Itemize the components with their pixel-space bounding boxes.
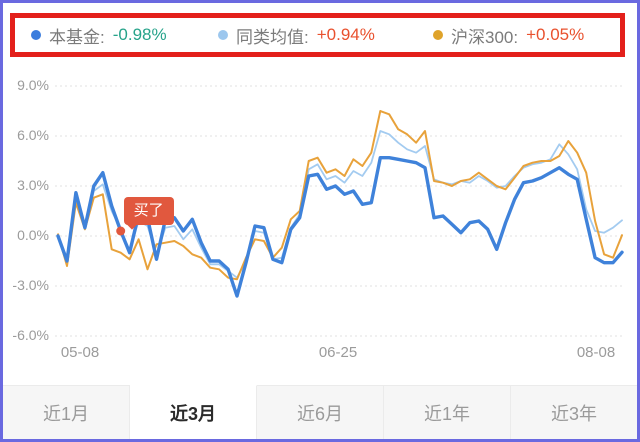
peer-dot-icon [218, 30, 228, 40]
buy-marker-tooltip: 买了 [123, 197, 174, 225]
x-tick-label: 08-08 [576, 344, 616, 361]
legend-label: 同类均值: [236, 27, 309, 47]
legend-item-peer-average[interactable]: 同类均值: +0.94% [218, 18, 375, 52]
y-tick-label: -3.0% [12, 277, 49, 293]
period-tabbar: 近1月 近3月 近6月 近1年 近3年 [3, 385, 637, 439]
fund-line [56, 155, 624, 298]
legend-item-csi300[interactable]: 沪深300: +0.05% [433, 18, 584, 52]
x-tick-label: 05-08 [60, 344, 100, 361]
legend-value: +0.05% [526, 25, 585, 44]
legend-label: 沪深300: [451, 27, 519, 47]
tab-1month[interactable]: 近1月 [3, 385, 130, 439]
csi300-dot-icon [433, 30, 443, 40]
y-tick-label: 0.0% [17, 227, 49, 243]
fund-dot-icon [31, 30, 41, 40]
legend-item-fund[interactable]: 本基金: -0.98% [31, 18, 167, 52]
legend-highlight-box: 本基金: -0.98% 同类均值: +0.94% 沪深300: +0.05% [10, 13, 625, 57]
performance-chart [55, 85, 624, 337]
legend-value: -0.98% [112, 25, 167, 44]
y-tick-label: 3.0% [17, 177, 49, 193]
buy-marker-dot [116, 226, 126, 236]
tab-3years[interactable]: 近3年 [511, 385, 637, 439]
y-tick-label: -6.0% [12, 327, 49, 343]
x-tick-label: 06-25 [318, 344, 358, 361]
legend-label: 本基金: [49, 27, 105, 47]
y-tick-label: 6.0% [17, 127, 49, 143]
y-tick-label: 9.0% [17, 77, 49, 93]
legend-value: +0.94% [316, 25, 375, 44]
tab-3months[interactable]: 近3月 [130, 385, 257, 439]
tab-6months[interactable]: 近6月 [257, 385, 384, 439]
index-line [57, 110, 623, 281]
tab-1year[interactable]: 近1年 [384, 385, 511, 439]
